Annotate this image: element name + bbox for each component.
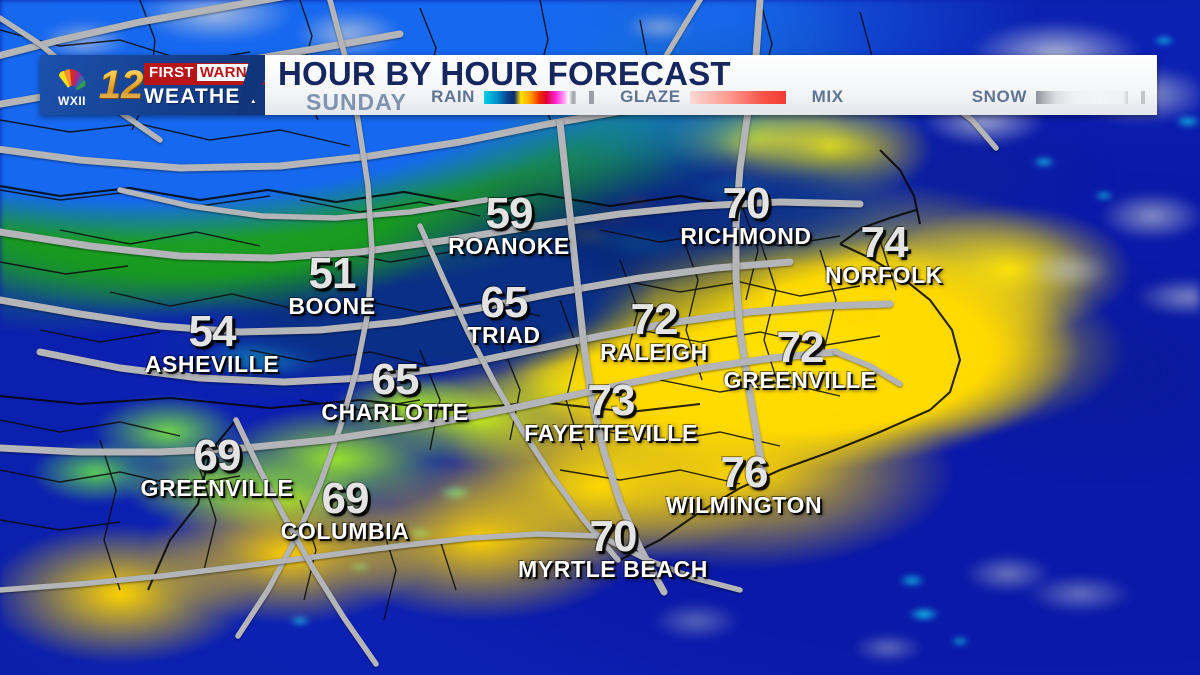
page-subtitle: SUNDAY — [306, 89, 408, 115]
station-logo[interactable]: WXII 12 FIRSTWARNING WEATHER — [40, 55, 265, 115]
city-name: RICHMOND — [680, 223, 812, 249]
city-name: NORFOLK — [825, 262, 943, 288]
glaze-gradient-swatch — [689, 90, 786, 104]
rain-gradient-swatch — [484, 90, 577, 104]
city-label: 54 ASHEVILLE — [145, 310, 279, 377]
city-name: BOONE — [288, 293, 376, 319]
city-name: FAYETTEVILLE — [524, 420, 698, 446]
city-temperature: 65 — [480, 278, 529, 327]
legend-item-rain: RAIN — [431, 87, 595, 107]
snow-gradient-endcap — [1141, 90, 1145, 104]
city-temperature: 74 — [860, 218, 909, 267]
legend-label-rain: RAIN — [431, 87, 476, 106]
first-warning-badge: FIRSTWARNING — [144, 63, 265, 85]
city-temperature: 72 — [630, 295, 679, 344]
city-label: 69 COLUMBIA — [281, 477, 410, 544]
station-callsign: WXII — [58, 94, 86, 108]
city-temperature: 59 — [485, 189, 534, 238]
city-temperature: 69 — [193, 431, 242, 480]
legend-item-glaze: GLAZE — [620, 87, 786, 107]
city-name: RALEIGH — [600, 339, 708, 365]
forecast-header-bar: WXII 12 FIRSTWARNING WEATHER HOUR BY HOU… — [40, 55, 1157, 115]
city-temperature: 51 — [308, 249, 357, 298]
city-temperature: 76 — [720, 448, 769, 497]
legend-label-snow: SNOW — [971, 87, 1027, 106]
city-temperature: 70 — [722, 179, 771, 228]
first-warning-word2: WARNING — [196, 64, 265, 81]
city-name: WILMINGTON — [665, 492, 823, 518]
city-name: GREENVILLE — [723, 367, 877, 393]
city-name: COLUMBIA — [280, 518, 410, 544]
city-label: 76 WILMINGTON — [666, 451, 822, 518]
city-label: 72 RALEIGH — [600, 298, 708, 365]
city-label: 74 NORFOLK — [825, 221, 943, 288]
city-label: 69 GREENVILLE — [141, 434, 294, 501]
header-title-block: HOUR BY HOUR FORECAST SUNDAY — [278, 56, 731, 114]
city-name: ASHEVILLE — [144, 351, 280, 377]
legend-label-glaze: GLAZE — [620, 87, 681, 106]
city-label: 65 TRIAD — [467, 281, 540, 348]
city-label: 65 CHARLOTTE — [321, 358, 468, 425]
page-title: HOUR BY HOUR FORECAST — [278, 55, 731, 92]
legend-label-mix: MIX — [811, 87, 844, 106]
city-label: 72 GREENVILLE — [724, 326, 877, 393]
city-name: GREENVILLE — [140, 475, 294, 501]
nbc-peacock-icon — [59, 69, 86, 95]
weather-word: WEATHER — [144, 85, 258, 108]
snow-gradient-swatch — [1036, 90, 1128, 104]
city-temperature: 70 — [589, 512, 638, 561]
city-label: 70 MYRTLE BEACH — [518, 515, 708, 582]
precipitation-legend: RAIN GLAZE MIX SNOW — [431, 87, 1145, 107]
rain-gradient-endcap — [589, 90, 595, 104]
legend-item-snow: SNOW — [972, 87, 1145, 107]
channel-number: 12 — [98, 59, 144, 111]
city-temperature: 72 — [776, 323, 825, 372]
city-label: 73 FAYETTEVILLE — [524, 379, 698, 446]
mix-gradient-swatch — [853, 91, 946, 104]
first-warning-word1: FIRST — [149, 64, 194, 81]
city-temperature: 54 — [188, 307, 237, 356]
city-name: TRIAD — [467, 322, 541, 348]
city-label: 59 ROANOKE — [448, 192, 570, 259]
city-name: ROANOKE — [448, 233, 570, 259]
city-temperature: 73 — [587, 376, 636, 425]
city-label: 70 RICHMOND — [680, 182, 811, 249]
city-label: 51 BOONE — [288, 252, 375, 319]
city-name: CHARLOTTE — [321, 399, 469, 425]
legend-item-mix: MIX — [812, 87, 946, 107]
city-name: MYRTLE BEACH — [518, 556, 708, 582]
city-temperature: 69 — [321, 474, 370, 523]
city-temperature: 65 — [371, 355, 420, 404]
